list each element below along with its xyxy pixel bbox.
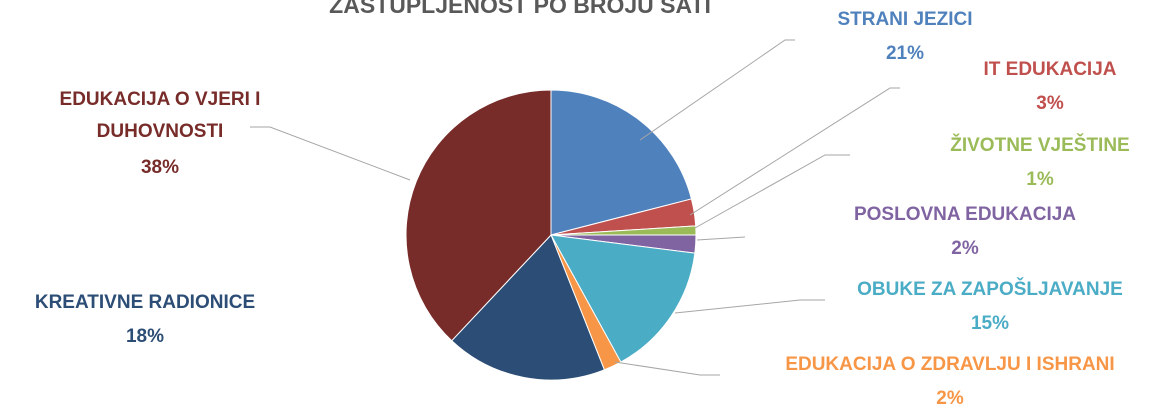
slice-label: OBUKE ZA ZAPOŠLJAVANJE [857, 279, 1123, 300]
slice-label: EDUKACIJA O ZDRAVLJU I ISHRANI [785, 354, 1115, 375]
chart-title: ZASTUPLJENOST PO BROJU SATI [329, 0, 711, 18]
pie-slice [550, 234, 696, 363]
slice-label: STRANI JEZICI [837, 9, 973, 30]
slice-label: ŽIVOTNE VJEŠTINE [950, 135, 1130, 156]
leader-line [689, 87, 900, 216]
value-label: 2% [951, 238, 979, 259]
leader-line [696, 236, 746, 241]
value-label: 38% [140, 157, 180, 178]
slice-label: IT EDUKACIJA [983, 59, 1117, 80]
value-label: 15% [970, 313, 1010, 334]
leader-line [674, 299, 825, 314]
value-label: 18% [125, 326, 165, 347]
value-label: 21% [885, 43, 925, 64]
value-label: 1% [1026, 169, 1054, 190]
value-label: 3% [1036, 93, 1064, 114]
leader-line [694, 154, 850, 229]
leader-line [250, 126, 411, 181]
leader-line [639, 39, 795, 141]
slice-label: EDUKACIJA O VJERI I DUHOVNOSTI [59, 89, 261, 142]
slice-label: KREATIVNE RADIONICE [34, 292, 256, 313]
pie-slice [550, 89, 693, 236]
value-label: 2% [936, 388, 964, 409]
slice-label: POSLOVNA EDUKACIJA [853, 204, 1077, 225]
pie-slice [405, 89, 552, 342]
pie-slice [451, 234, 606, 381]
leader-line [614, 361, 720, 376]
